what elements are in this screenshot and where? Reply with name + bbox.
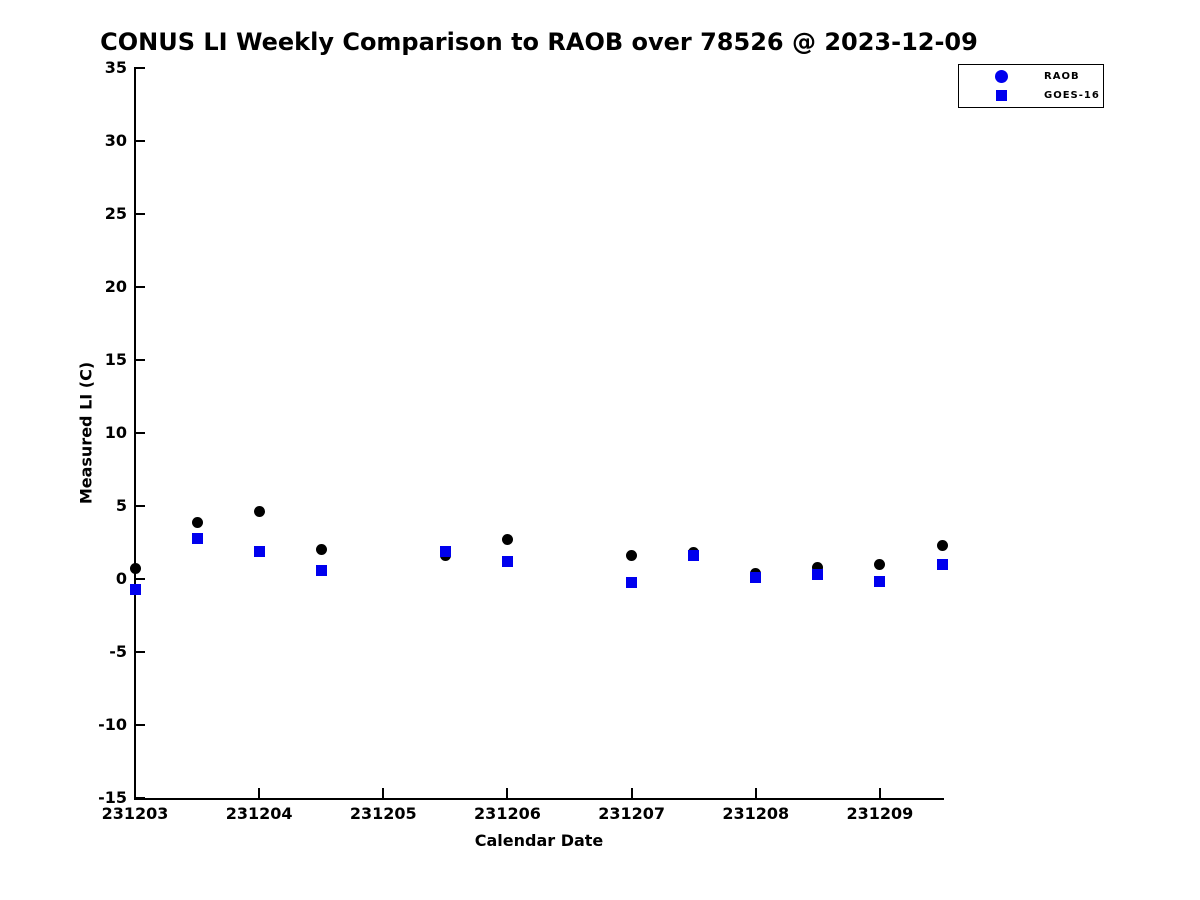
x-tick-label: 231205 (349, 804, 417, 823)
data-point-raob (936, 539, 948, 551)
x-tick-label: 231209 (846, 804, 914, 823)
y-tick-label: 30 (104, 131, 127, 150)
y-tick-label: 0 (115, 569, 127, 588)
y-tick-mark (136, 140, 145, 142)
data-point-raob (874, 558, 886, 570)
chart-title: CONUS LI Weekly Comparison to RAOB over … (100, 28, 978, 56)
y-tick-mark (136, 432, 145, 434)
x-tick-label: 231207 (598, 804, 665, 823)
x-tick-mark (630, 788, 633, 798)
data-point-goes-16 (191, 533, 203, 545)
data-point-goes-16 (750, 572, 762, 584)
y-tick-mark (136, 724, 145, 726)
x-tick-label: 231204 (225, 804, 293, 823)
x-tick-mark (506, 788, 509, 798)
legend-label-goes-16: GOES-16 (1044, 89, 1100, 101)
x-tick-mark (754, 788, 757, 798)
data-point-goes-16 (812, 569, 824, 581)
y-tick-label: -5 (109, 642, 127, 661)
data-point-raob (253, 506, 265, 518)
data-point-goes-16 (315, 565, 327, 577)
y-tick-label: 25 (104, 204, 127, 223)
y-tick-label: -10 (98, 715, 127, 734)
y-axis-line (134, 67, 136, 800)
x-tick-mark (258, 788, 261, 798)
x-axis-title: Calendar Date (474, 831, 604, 850)
data-point-goes-16 (626, 577, 638, 589)
goes-16-square-icon (996, 89, 1007, 101)
y-tick-mark (136, 359, 145, 361)
y-tick-mark (136, 578, 145, 580)
x-axis-line (134, 798, 944, 800)
data-point-raob (129, 563, 141, 575)
y-tick-mark (136, 651, 145, 653)
legend: RAOB GOES-16 (958, 64, 1104, 108)
legend-label-raob: RAOB (1044, 71, 1080, 83)
x-tick-label: 231206 (474, 804, 541, 823)
y-tick-mark (136, 505, 145, 507)
data-point-raob (812, 561, 824, 573)
y-tick-mark (136, 797, 145, 799)
data-point-raob (191, 517, 203, 529)
legend-item-raob: RAOB (959, 68, 1103, 86)
data-point-goes-16 (253, 545, 265, 557)
y-tick-label: -15 (98, 788, 127, 807)
y-tick-label: 15 (104, 350, 127, 369)
plot-area (129, 68, 948, 798)
y-tick-label: 20 (104, 277, 127, 296)
data-point-raob (315, 544, 327, 556)
data-point-raob (501, 534, 513, 546)
raob-circle-icon (995, 70, 1008, 84)
y-tick-mark (136, 286, 145, 288)
data-point-goes-16 (129, 584, 141, 596)
y-tick-mark (136, 67, 145, 69)
legend-item-goes-16: GOES-16 (959, 86, 1103, 104)
x-tick-mark (382, 788, 385, 798)
x-tick-mark (878, 788, 881, 798)
y-tick-label: 10 (104, 423, 127, 442)
data-point-raob (626, 550, 638, 562)
data-point-goes-16 (439, 546, 451, 558)
x-tick-label: 231203 (101, 804, 169, 823)
x-tick-mark (134, 788, 136, 798)
y-tick-mark (136, 213, 145, 215)
y-tick-label: 5 (115, 496, 127, 515)
y-tick-label: 35 (104, 58, 127, 77)
x-tick-label: 231208 (722, 804, 790, 823)
data-point-goes-16 (501, 555, 513, 567)
data-point-goes-16 (936, 558, 948, 570)
data-point-goes-16 (874, 575, 886, 587)
data-point-goes-16 (688, 550, 700, 562)
